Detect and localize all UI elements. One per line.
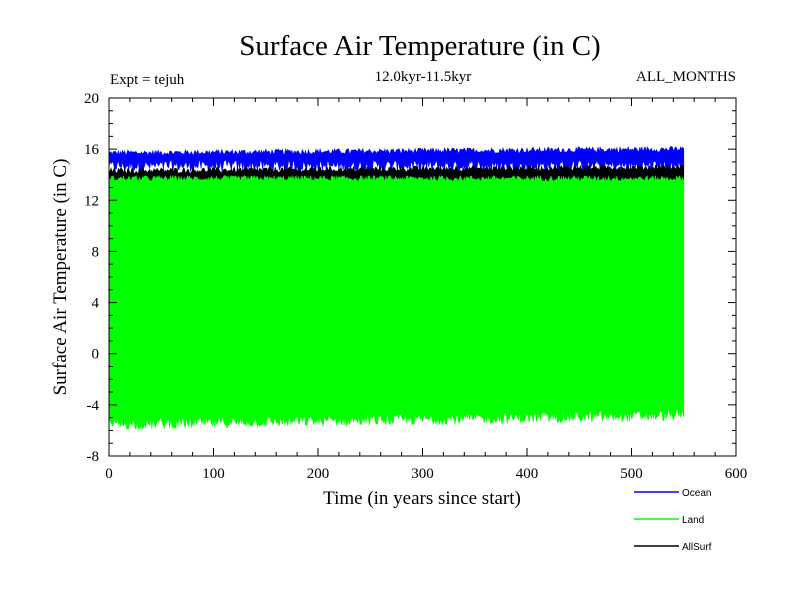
y-tick-label: -8 (87, 449, 100, 465)
x-tick-label: 100 (202, 466, 225, 482)
legend: Ocean Land AllSurf (634, 488, 712, 553)
expt-label: Expt = tejuh (110, 72, 185, 88)
x-tick-label: 400 (516, 466, 539, 482)
plot-series-layer (108, 146, 685, 431)
legend-label-allsurf: AllSurf (682, 542, 712, 553)
x-tick-label: 300 (411, 466, 434, 482)
legend-label-land: Land (682, 515, 704, 526)
y-axis-label: Surface Air Temperature (in C) (50, 159, 71, 396)
y-tick-label: -4 (87, 398, 100, 414)
chart-title: Surface Air Temperature (in C) (239, 30, 600, 62)
months-label: ALL_MONTHS (636, 69, 736, 85)
y-tick-label: 8 (92, 244, 100, 260)
legend-label-ocean: Ocean (682, 488, 711, 499)
y-tick-label: 12 (84, 193, 99, 209)
x-tick-label: 500 (620, 466, 643, 482)
x-axis-label: Time (in years since start) (323, 488, 521, 509)
y-tick-label: 16 (84, 142, 100, 158)
axis-ticks: 0 100 200 300 400 500 600 -8 -4 0 4 8 12 16 20 (84, 91, 747, 482)
x-tick-label: 0 (105, 466, 113, 482)
series-ocean (108, 146, 685, 173)
series-land (108, 174, 685, 431)
y-tick-label: 4 (92, 296, 100, 312)
y-tick-label: 0 (92, 347, 100, 363)
x-tick-label: 200 (307, 466, 330, 482)
y-tick-label: 20 (84, 91, 99, 107)
chart-subtitle: 12.0kyr-11.5kyr (375, 69, 472, 85)
x-tick-label: 600 (725, 466, 748, 482)
